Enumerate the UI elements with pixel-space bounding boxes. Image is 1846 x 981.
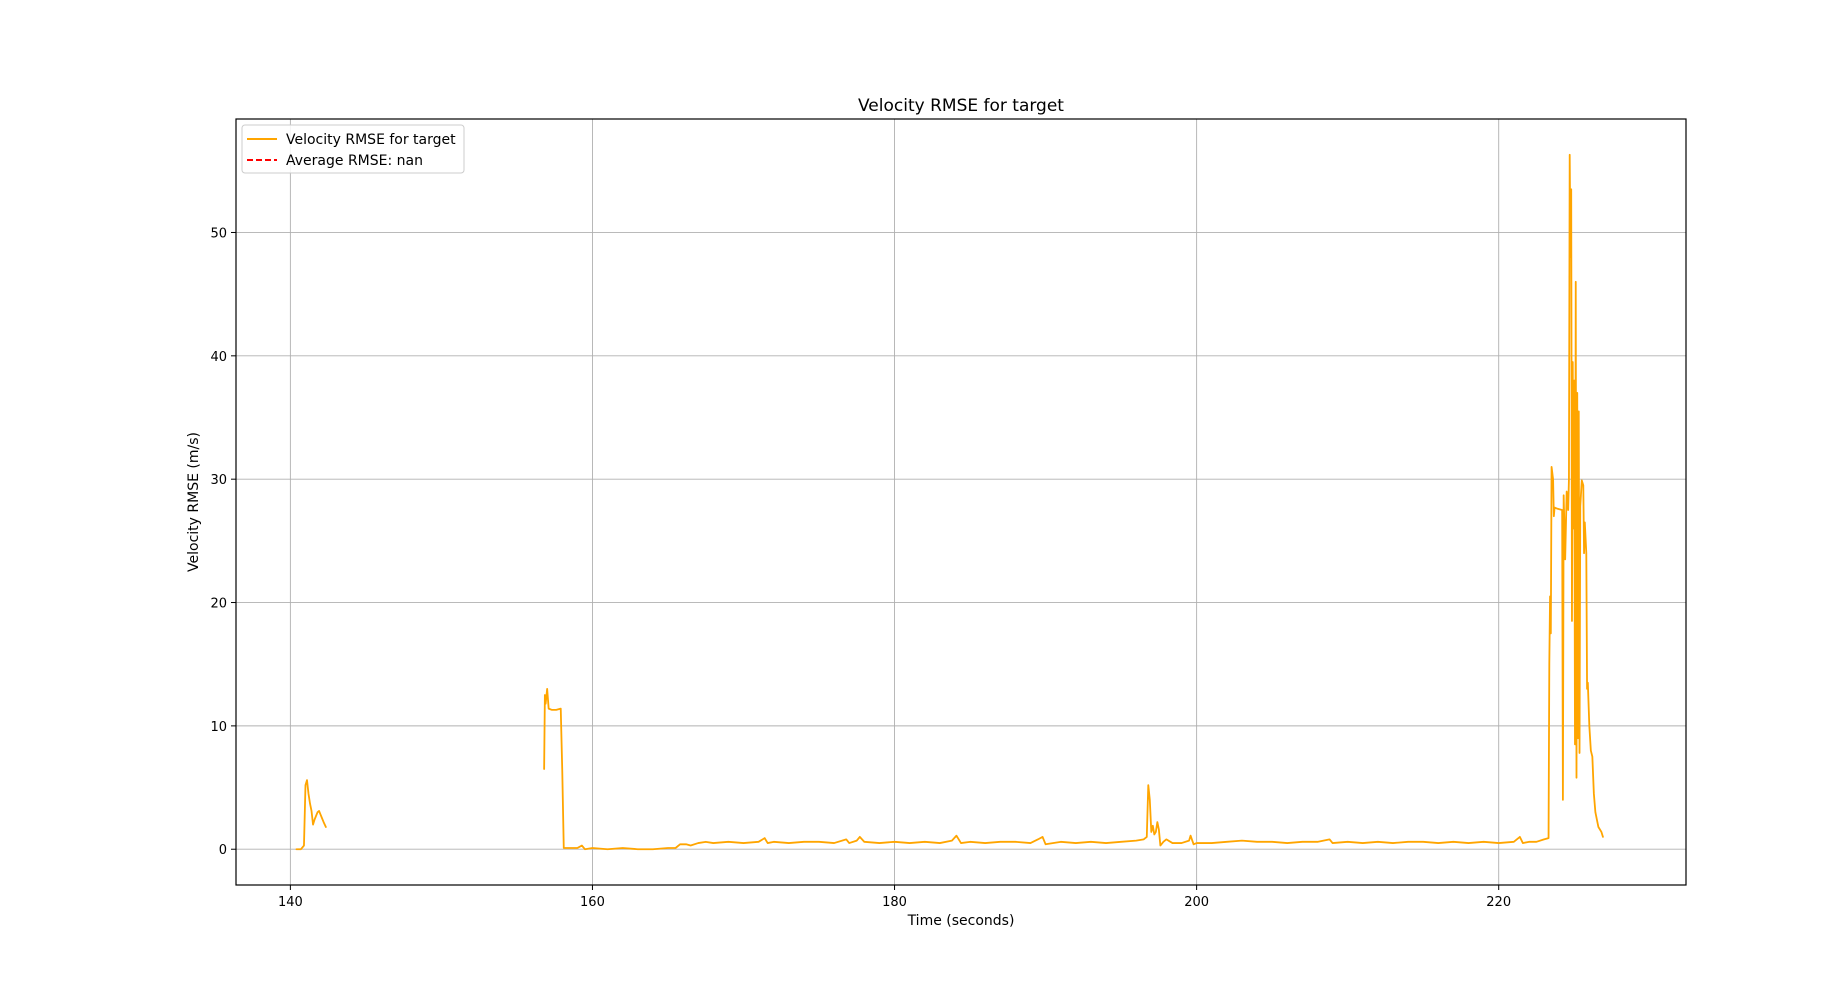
plot-area-frame xyxy=(235,118,1687,886)
ticks: 140 160 180 200 220 0 10 20 30 40 50 xyxy=(210,226,1511,910)
series-line-0-segment-0 xyxy=(295,779,327,851)
x-tick-label: 220 xyxy=(1486,895,1511,910)
series-layer xyxy=(295,153,1604,851)
y-axis-label: Velocity RMSE (m/s) xyxy=(186,432,202,572)
grid-lines xyxy=(236,119,1686,885)
y-tick-label: 0 xyxy=(219,843,227,858)
legend: Velocity RMSE for target Average RMSE: n… xyxy=(241,124,465,174)
y-tick-label: 30 xyxy=(210,473,227,488)
y-tick-label: 10 xyxy=(210,720,227,735)
series-line-0-segment-1 xyxy=(543,153,1604,851)
x-tick-label: 160 xyxy=(580,895,605,910)
legend-label-average: Average RMSE: nan xyxy=(286,153,423,169)
y-tick-label: 20 xyxy=(210,597,227,612)
x-tick-label: 140 xyxy=(278,895,303,910)
legend-label-rmse: Velocity RMSE for target xyxy=(286,132,456,148)
legend-box xyxy=(241,124,465,174)
x-axis-label: Time (seconds) xyxy=(907,913,1015,929)
y-tick-label: 50 xyxy=(210,226,227,241)
y-tick-label: 40 xyxy=(210,350,227,365)
x-tick-label: 180 xyxy=(882,895,907,910)
x-tick-label: 200 xyxy=(1184,895,1209,910)
chart-title: Velocity RMSE for target xyxy=(858,96,1064,116)
